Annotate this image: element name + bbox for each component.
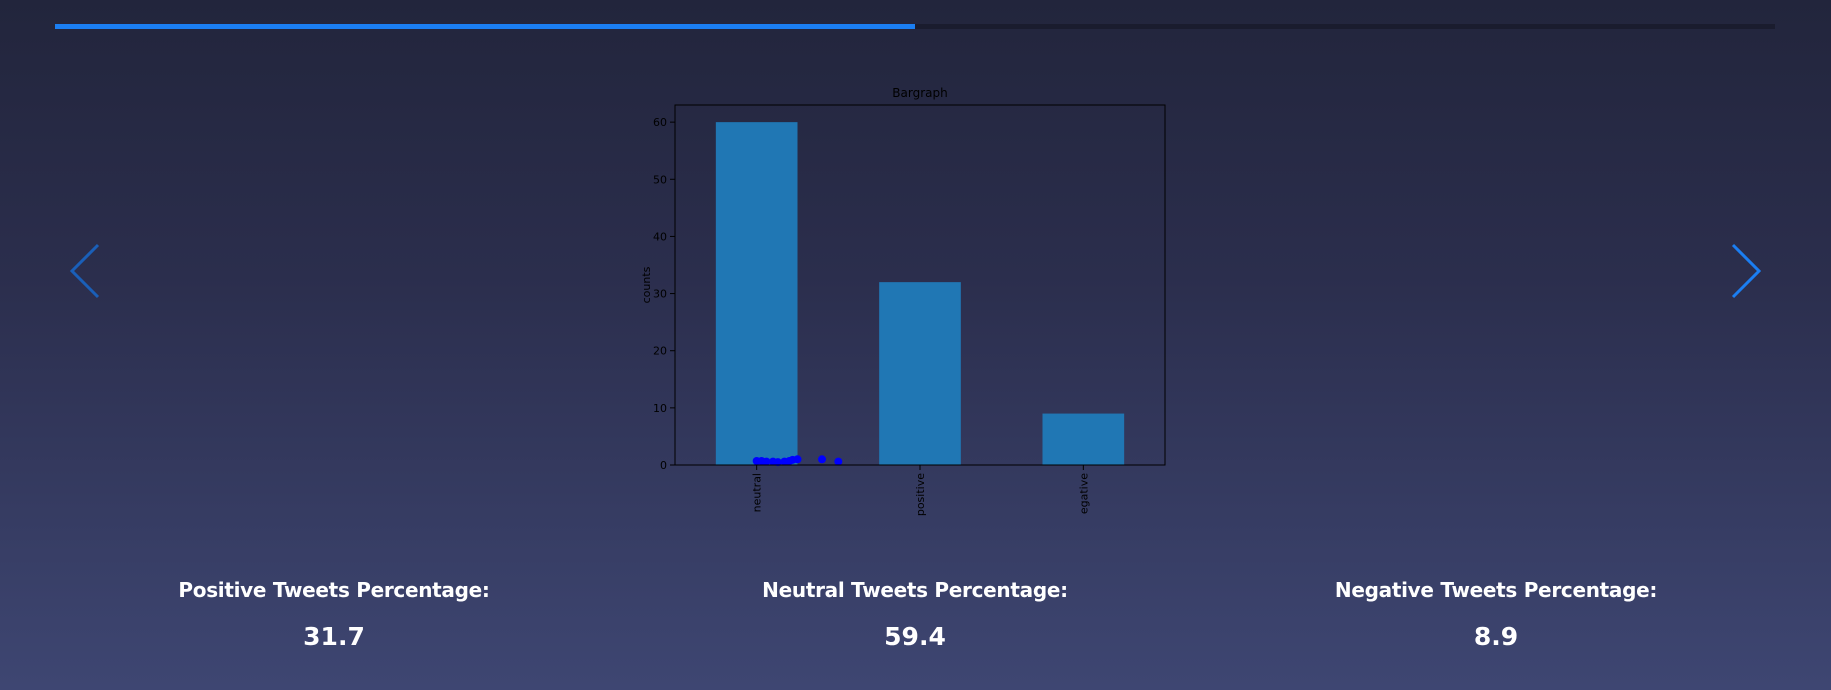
bar-neutral — [715, 122, 798, 465]
bargraph-svg: Bargraph 0 10 20 30 40 50 60 neutral positive egat… — [640, 86, 1166, 516]
x-tick-label-neutral: neutral — [751, 473, 764, 512]
scatter-point-9 — [818, 455, 826, 464]
negative-stat: Negative Tweets Percentage: 8.9 — [1286, 578, 1706, 651]
chevron-right-icon — [1731, 243, 1762, 299]
y-tick-label-0: 0 — [660, 459, 667, 472]
negative-stat-value: 8.9 — [1473, 622, 1519, 651]
y-tick-label-30: 30 — [653, 288, 667, 301]
x-tick-label-positive: positive — [914, 473, 927, 516]
slider-progress-fill — [55, 24, 915, 29]
positive-stat-value: 31.7 — [303, 622, 365, 651]
neutral-stat: Neutral Tweets Percentage: 59.4 — [705, 578, 1125, 651]
bar-positive — [879, 282, 961, 465]
neutral-stat-value: 59.4 — [884, 622, 946, 651]
y-tick-label-10: 10 — [653, 402, 667, 415]
positive-stat: Positive Tweets Percentage: 31.7 — [124, 578, 544, 651]
chevron-left-icon — [69, 243, 100, 299]
bargraph-chart: Bargraph 0 10 20 30 40 50 60 neutral positive egat… — [640, 80, 1180, 530]
previous-slide-button[interactable] — [69, 243, 100, 299]
negative-stat-label: Negative Tweets Percentage: — [1334, 578, 1658, 602]
scatter-point-10 — [834, 457, 843, 466]
chart-title: Bargraph — [892, 86, 947, 100]
neutral-stat-label: Neutral Tweets Percentage: — [762, 578, 1068, 602]
y-axis-label: counts — [640, 266, 653, 303]
scatter-point-8 — [793, 455, 802, 464]
y-tick-label-50: 50 — [653, 173, 667, 186]
scatter-point-2 — [762, 457, 771, 466]
next-slide-button[interactable] — [1731, 243, 1762, 299]
y-tick-label-60: 60 — [653, 116, 667, 129]
y-tick-label-40: 40 — [653, 230, 667, 243]
y-tick-label-20: 20 — [653, 345, 667, 358]
scatter-point-4 — [773, 458, 782, 467]
x-tick-label-egative: egative — [1077, 473, 1090, 514]
bar-egative — [1042, 413, 1125, 465]
positive-stat-label: Positive Tweets Percentage: — [178, 578, 490, 602]
slider-progress-track — [55, 24, 1775, 29]
